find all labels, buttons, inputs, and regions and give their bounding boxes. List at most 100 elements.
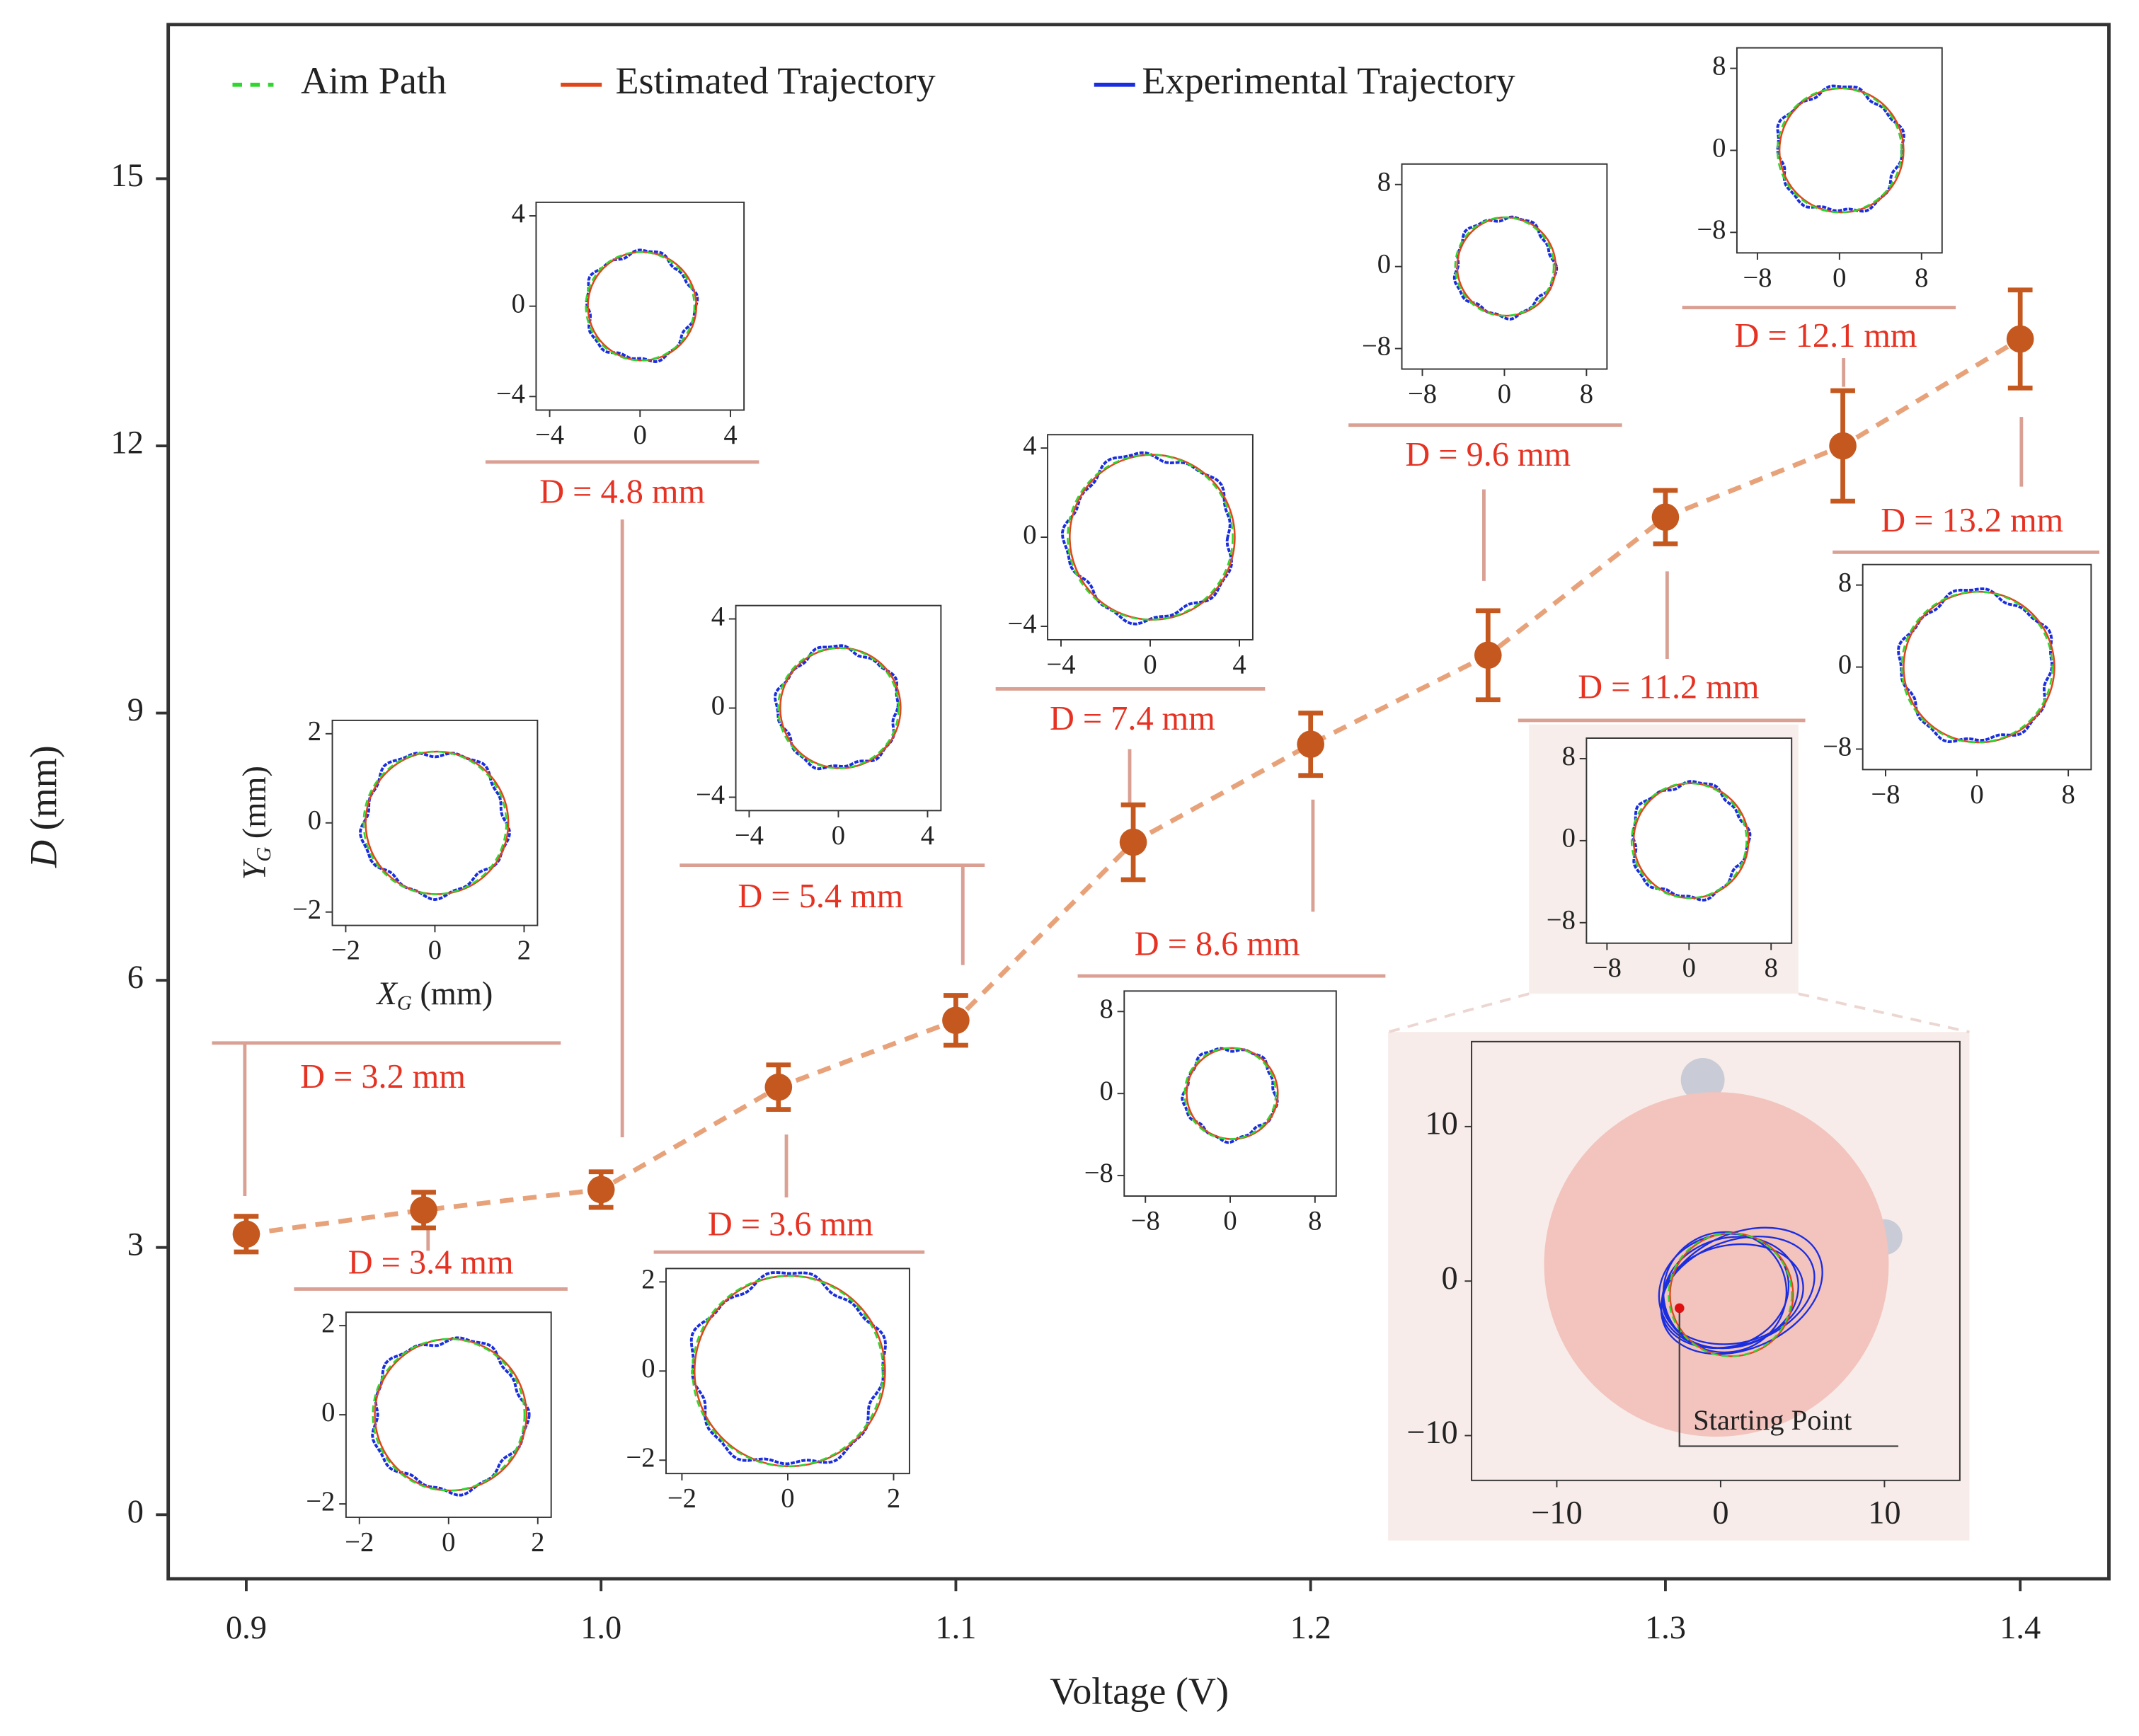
inset-x-axis-label: XG (mm)	[376, 976, 493, 1015]
inset-x-tick-label: −4	[535, 420, 564, 450]
aim-path	[1900, 590, 2053, 744]
inset-label: D = 3.4 mm	[348, 1244, 514, 1282]
inset-y-tick-label: −8	[1362, 331, 1391, 361]
inset-y-tick-label: −2	[626, 1443, 655, 1473]
inset-x-tick-label: −4	[1046, 650, 1075, 679]
inset-label: D = 4.8 mm	[539, 473, 705, 510]
inset-x-tick-label: −2	[667, 1484, 696, 1514]
inset-x-tick-label: −8	[1131, 1207, 1160, 1236]
inset-y-tick-label: −8	[1547, 906, 1576, 936]
y-tick-label: 3	[127, 1226, 144, 1263]
data-point	[942, 1006, 970, 1035]
annotation-line	[1678, 1312, 1898, 1447]
inset-x-tick-label: 0	[428, 936, 442, 965]
annotation: Starting Point	[1693, 1404, 1852, 1436]
inset-y-tick-label: 0	[1100, 1076, 1113, 1106]
photo-bump	[1680, 1057, 1725, 1102]
inset-frame	[1585, 737, 1793, 944]
data-point	[1829, 432, 1857, 460]
data-point	[2006, 325, 2034, 353]
legend-label: Estimated Trajectory	[616, 59, 936, 102]
inset-y-tick-label: −4	[1008, 609, 1037, 639]
inset-x-tick-label: 8	[1915, 263, 1928, 293]
inset-x-tick-label: −2	[331, 936, 360, 965]
y-label-symbol: Y	[236, 858, 273, 880]
inset-y-tick-label: −4	[696, 780, 725, 810]
inset-label: D = 7.4 mm	[1050, 700, 1215, 737]
photo-trajectory	[1661, 1243, 1804, 1345]
inset-x-tick-label: 0	[633, 420, 647, 450]
aim-path	[1630, 782, 1748, 899]
inset-x-tick-label: −8	[1871, 780, 1900, 810]
aim-path	[1776, 87, 1903, 214]
inset-label: D = 3.6 mm	[708, 1206, 873, 1243]
inset-y-tick-label: 0	[1023, 520, 1036, 550]
inset-x-tick-label: 0	[442, 1527, 455, 1557]
legend-label: Aim Path	[301, 59, 447, 102]
photo-y-tick-label: 0	[1442, 1260, 1458, 1297]
inset-x-tick-label: 0	[1682, 953, 1696, 983]
inset-x-tick-label: −8	[1743, 263, 1772, 293]
inset-frame	[1123, 990, 1337, 1197]
experimental-trajectory	[371, 1336, 531, 1497]
inset-y-tick-label: −2	[306, 1487, 335, 1517]
y-label-symbol: D	[23, 840, 65, 868]
inset-y-tick-label: −4	[496, 379, 525, 409]
inset-y-tick-label: 0	[512, 289, 525, 319]
data-point	[1119, 828, 1147, 856]
data-point	[1651, 503, 1680, 531]
x-label-sub: G	[397, 991, 412, 1014]
inset-x-tick-label: 4	[921, 821, 934, 851]
legend-label: Experimental Trajectory	[1142, 59, 1515, 102]
photo-trajectory	[1662, 1231, 1788, 1354]
inset-y-tick-label: −2	[292, 895, 321, 925]
experimental-trajectory	[1776, 84, 1905, 213]
inset-x-tick-label: 8	[1580, 379, 1593, 409]
photo-x-tick-label: 0	[1712, 1495, 1728, 1531]
inset-x-tick-label: 2	[887, 1484, 900, 1514]
inset-y-tick-label: 2	[641, 1265, 655, 1294]
y-tick-label: 12	[111, 425, 144, 461]
photo-x-tick-label: 10	[1868, 1495, 1900, 1531]
x-tick-label: 1.2	[1290, 1610, 1331, 1646]
inset-y-tick-label: 0	[641, 1354, 655, 1384]
inset-x-tick-label: 0	[1970, 780, 1983, 810]
inset-label: D = 12.1 mm	[1735, 317, 1917, 355]
inset-frame	[535, 201, 745, 411]
inset-y-tick-label: 2	[308, 717, 321, 747]
inset-y-tick-label: 0	[1838, 650, 1852, 679]
y-tick-label: 6	[127, 960, 144, 996]
inset-y-tick-label: 4	[512, 199, 525, 229]
x-label-symbol: X	[376, 976, 398, 1012]
data-point	[410, 1196, 437, 1224]
aim-path	[1067, 454, 1234, 621]
aim-path	[585, 251, 696, 362]
data-point	[587, 1175, 615, 1204]
inset-x-tick-label: 0	[1143, 650, 1157, 679]
x-tick-label: 1.3	[1645, 1610, 1686, 1646]
inset-label: D = 3.2 mm	[300, 1058, 466, 1096]
inset-x-tick-label: −4	[735, 821, 764, 851]
photo-trajectory	[1660, 1226, 1823, 1355]
photo-aim	[1668, 1232, 1793, 1357]
inset-x-tick-label: 2	[517, 936, 531, 965]
inset-y-tick-label: −8	[1823, 732, 1852, 761]
inset-frame	[345, 1311, 552, 1518]
inset-x-tick-label: −8	[1408, 379, 1437, 409]
data-point	[232, 1220, 260, 1248]
inset-frame	[665, 1267, 910, 1475]
inset-y-tick-label: −8	[1084, 1159, 1113, 1188]
aim-path	[777, 647, 900, 769]
aim-path	[1454, 216, 1555, 317]
y-axis-label: D (mm)	[23, 745, 65, 868]
inset-y-tick-label: 4	[711, 602, 725, 631]
inset-label: D = 5.4 mm	[738, 878, 903, 915]
aim-path	[1183, 1047, 1277, 1140]
inset-label: D = 11.2 mm	[1578, 668, 1759, 706]
inset-x-tick-label: 8	[1765, 953, 1778, 983]
inset-y-tick-label: 8	[1377, 168, 1391, 197]
inset-frame	[1047, 434, 1254, 640]
inset-y-axis-label: YG (mm)	[236, 766, 275, 880]
inset-x-tick-label: 8	[2061, 780, 2075, 810]
